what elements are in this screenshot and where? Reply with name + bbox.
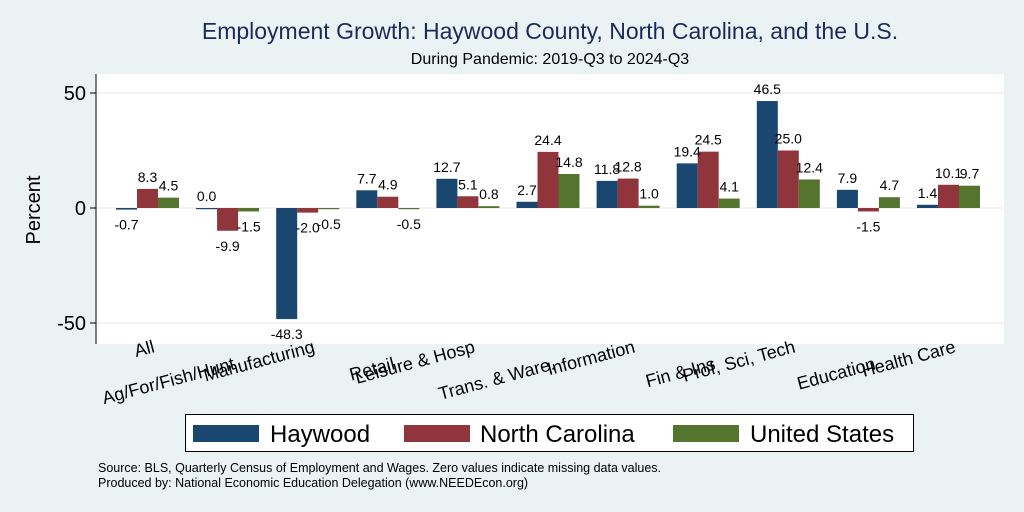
data-label: -0.5 <box>397 216 421 232</box>
data-label: 11.8 <box>594 161 620 177</box>
bar <box>377 196 399 208</box>
bar <box>558 173 580 208</box>
data-label: -2.0 <box>296 220 320 236</box>
bar <box>676 163 698 208</box>
data-label: 2.7 <box>517 182 537 198</box>
y-axis-label: Percent <box>23 175 45 244</box>
legend-swatch-north-carolina <box>404 425 470 442</box>
legend-label-north-carolina: North Carolina <box>480 421 635 448</box>
bar <box>798 179 820 208</box>
data-label: 4.7 <box>880 177 900 193</box>
data-label: 4.5 <box>159 178 179 194</box>
bar <box>959 185 980 208</box>
data-label: -1.5 <box>856 218 880 234</box>
legend-label-united-states: United States <box>750 421 895 448</box>
bar <box>938 184 959 208</box>
bar <box>478 206 500 208</box>
bar <box>596 180 618 208</box>
bar <box>697 151 719 208</box>
data-label: -9.9 <box>216 238 240 254</box>
bar <box>516 201 538 208</box>
data-label: 0.0 <box>197 188 217 204</box>
bar <box>718 198 740 208</box>
data-label: 14.8 <box>555 154 582 170</box>
data-label: 25.0 <box>775 131 802 147</box>
data-label: -48.3 <box>271 326 303 342</box>
data-label: -1.5 <box>237 218 261 234</box>
bar <box>617 178 639 208</box>
data-label: 1.0 <box>639 186 659 202</box>
data-label: 4.9 <box>378 177 398 193</box>
bar <box>857 208 879 212</box>
bar <box>318 208 340 210</box>
bar <box>878 197 900 208</box>
bar <box>917 204 938 208</box>
data-label: 24.4 <box>534 132 561 148</box>
data-label: 10.1 <box>935 165 962 181</box>
y-tick-label: 50 <box>64 83 86 105</box>
bar <box>457 196 479 208</box>
legend-label-haywood: Haywood <box>270 421 371 448</box>
chart-subtitle: During Pandemic: 2019-Q3 to 2024-Q3 <box>410 51 690 68</box>
data-label: 5.1 <box>458 176 478 192</box>
bar <box>398 208 420 210</box>
data-label: -0.5 <box>317 216 341 232</box>
bar <box>238 208 260 212</box>
data-label: 46.5 <box>754 81 781 97</box>
bar <box>836 189 858 208</box>
bar <box>777 150 799 208</box>
bar <box>537 151 559 208</box>
y-tick-label: 0 <box>75 198 86 220</box>
bar <box>276 208 298 320</box>
data-label: 9.7 <box>960 166 980 182</box>
chart-legend: Haywood North Carolina United States <box>185 414 914 452</box>
source-note: Source: BLS, Quarterly Census of Employm… <box>98 461 662 475</box>
data-label: 12.4 <box>796 159 823 175</box>
bar <box>756 101 778 208</box>
bar <box>436 178 458 208</box>
produced-note: Produced by: National Economic Education… <box>98 476 529 490</box>
legend-swatch-united-states <box>673 425 739 442</box>
bar <box>217 208 239 231</box>
y-tick-label: -50 <box>57 313 86 335</box>
bar <box>638 205 660 208</box>
bar <box>158 197 179 208</box>
data-label: 19.4 <box>674 143 701 159</box>
bar <box>356 190 378 208</box>
bar <box>297 208 319 213</box>
data-label: 12.8 <box>614 159 641 175</box>
data-label: -0.7 <box>114 217 138 233</box>
data-label: 24.5 <box>695 132 722 148</box>
bar <box>116 208 137 210</box>
data-label: 1.4 <box>918 185 938 201</box>
chart-title: Employment Growth: Haywood County, North… <box>201 18 899 44</box>
data-label: 4.1 <box>719 179 739 195</box>
data-label: 12.7 <box>433 159 460 175</box>
legend-swatch-haywood <box>193 425 259 442</box>
bar <box>196 208 218 210</box>
data-label: 0.8 <box>479 186 499 202</box>
data-label: 8.3 <box>138 169 158 185</box>
bar <box>137 188 158 208</box>
data-label: 7.7 <box>357 170 377 186</box>
data-label: 7.9 <box>838 170 858 186</box>
